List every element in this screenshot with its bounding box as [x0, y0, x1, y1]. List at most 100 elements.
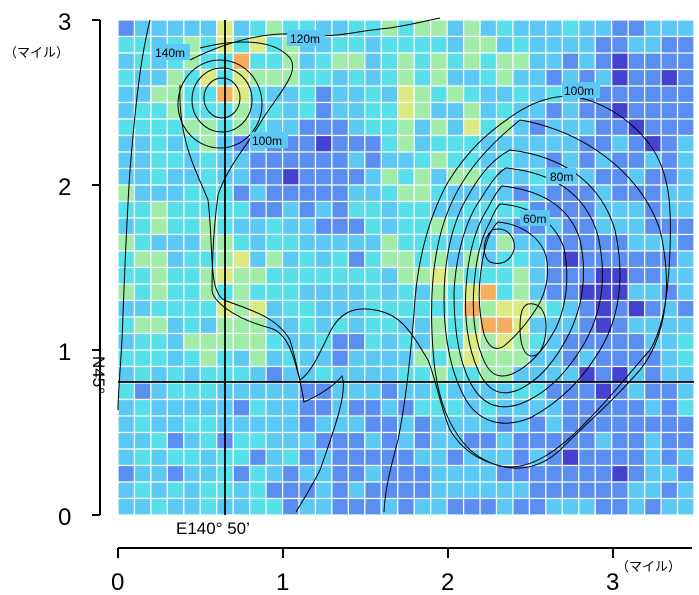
contour-hill-ring-3: [177, 59, 263, 149]
grid-cell: [331, 266, 350, 285]
grid-cell: [479, 151, 498, 170]
grid-cell: [281, 398, 300, 417]
grid-cell: [150, 167, 168, 186]
grid-cell: [183, 200, 201, 219]
grid-cell: [397, 200, 415, 219]
grid-cell: [413, 481, 432, 500]
grid-cell: [430, 52, 448, 71]
grid-cell: [150, 349, 168, 368]
grid-cell: [183, 184, 201, 203]
grid-cell: [676, 481, 695, 500]
grid-cell: [199, 283, 218, 302]
grid-cell: [561, 382, 580, 401]
grid-cell: [495, 68, 514, 87]
grid-cell: [380, 266, 399, 285]
grid-cell: [133, 316, 152, 335]
grid-cell: [463, 85, 481, 104]
grid-cell: [364, 101, 382, 120]
grid-cell: [430, 19, 448, 38]
grid-cell: [380, 167, 399, 186]
grid-cell: [331, 299, 350, 318]
grid-cell: [298, 497, 317, 516]
longitude-label: E140° 50’: [176, 519, 250, 538]
grid-cell: [660, 134, 679, 153]
grid-cell: [644, 481, 662, 500]
grid-cell: [265, 431, 284, 450]
grid-cell: [364, 167, 382, 186]
grid-cell: [314, 266, 333, 285]
grid-cell: [594, 481, 613, 500]
grid-cell: [611, 497, 629, 516]
grid-cell: [578, 266, 596, 285]
grid-cell: [660, 101, 679, 120]
grid-cell: [446, 332, 465, 351]
grid-cell: [644, 184, 662, 203]
grid-cell: [281, 101, 300, 120]
grid-cell: [117, 200, 136, 219]
grid-cell: [347, 481, 366, 500]
contour-right-5: [472, 203, 568, 377]
grid-cell: [660, 382, 679, 401]
grid-cell: [150, 431, 168, 450]
grid-cell: [479, 85, 498, 104]
grid-cell: [364, 184, 382, 203]
grid-cell: [611, 316, 629, 335]
grid-cell: [298, 101, 317, 120]
grid-cell: [660, 217, 679, 236]
grid-cell: [627, 250, 646, 269]
grid-cell: [117, 497, 136, 516]
grid-cell: [364, 233, 382, 252]
grid-cell: [446, 35, 465, 54]
grid-cell: [117, 283, 136, 302]
grid-cell: [512, 283, 531, 302]
grid-cell: [479, 497, 498, 516]
grid-cell: [512, 68, 531, 87]
grid-cell: [133, 349, 152, 368]
grid-cell: [561, 19, 580, 38]
grid-cell: [676, 85, 695, 104]
grid-cell: [199, 431, 218, 450]
grid-cell: [183, 398, 201, 417]
grid-cell: [413, 398, 432, 417]
grid-cell: [133, 200, 152, 219]
grid-cell: [545, 266, 563, 285]
contour-label-140m: 140m: [155, 46, 185, 60]
grid-cell: [479, 167, 498, 186]
grid-cell: [463, 35, 481, 54]
grid-cell: [660, 118, 679, 137]
grid-cell: [578, 250, 596, 269]
grid-cell: [512, 349, 531, 368]
grid-cell: [364, 200, 382, 219]
grid-cell: [397, 497, 415, 516]
grid-cell: [232, 118, 251, 137]
grid-cell: [397, 250, 415, 269]
grid-cell: [249, 365, 267, 384]
grid-cell: [627, 299, 646, 318]
grid-cell: [265, 233, 284, 252]
grid-cell: [611, 332, 629, 351]
grid-cell: [413, 68, 432, 87]
grid-cell: [676, 151, 695, 170]
grid-cell: [232, 233, 251, 252]
grid-cell: [479, 35, 498, 54]
grid-cell: [364, 316, 382, 335]
grid-cell: [117, 151, 136, 170]
grid-cell: [660, 332, 679, 351]
grid-cell: [331, 415, 350, 434]
grid-cell: [512, 481, 531, 500]
grid-cell: [495, 316, 514, 335]
grid-cell: [314, 415, 333, 434]
grid-cell: [347, 250, 366, 269]
grid-cell: [545, 299, 563, 318]
grid-cell: [627, 481, 646, 500]
grid-cell: [413, 118, 432, 137]
grid-cell: [314, 332, 333, 351]
grid-cell: [183, 266, 201, 285]
grid-cell: [166, 382, 185, 401]
grid-cell: [578, 200, 596, 219]
grid-cell: [232, 415, 251, 434]
grid-cell: [479, 52, 498, 71]
grid-cell: [644, 365, 662, 384]
grid-cell: [528, 283, 547, 302]
grid-cell: [611, 200, 629, 219]
